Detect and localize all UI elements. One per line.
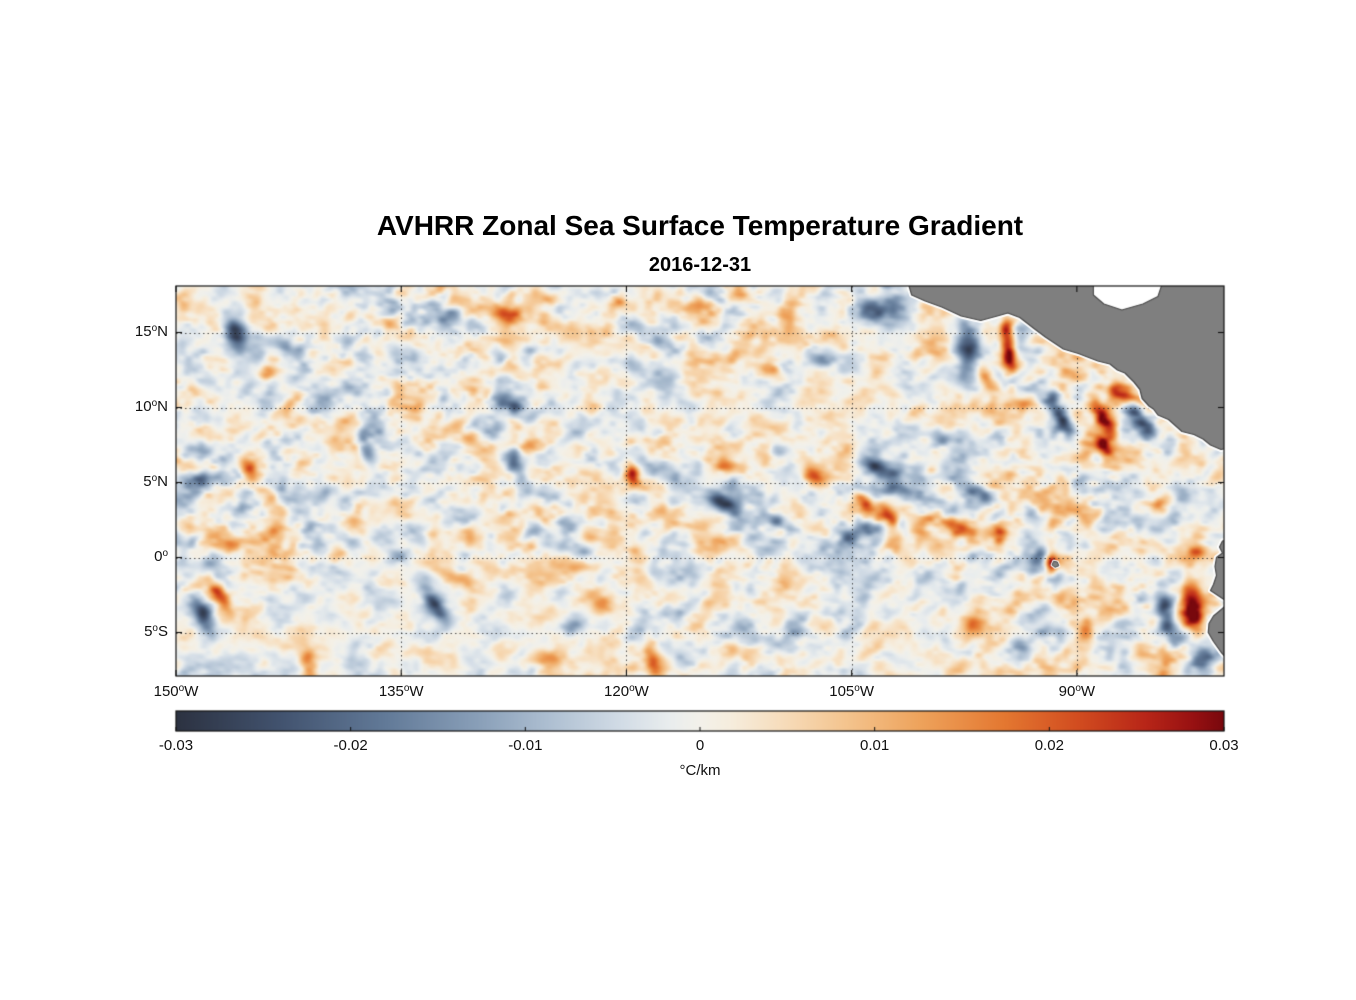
y-tick-label: 5oS (144, 622, 168, 640)
colorbar-tick-label: 0.03 (1209, 737, 1239, 754)
colorbar-tick-label: 0.01 (860, 737, 890, 754)
x-tick-label: 90oW (1058, 683, 1096, 700)
colorbar-tick-label: -0.02 (333, 737, 368, 754)
colorbar-unit-label: °C/km (679, 762, 721, 779)
y-tick-label: 15oN (134, 322, 168, 340)
colorbar-tick-label: 0 (695, 737, 705, 754)
y-tick-label: 10oN (134, 397, 168, 415)
colorbar-tick-label: -0.01 (508, 737, 543, 754)
colorbar-tick-label: -0.03 (158, 737, 194, 754)
x-tick-label: 135oW (378, 683, 424, 700)
chart-title: AVHRR Zonal Sea Surface Temperature Grad… (376, 210, 1024, 241)
colorbar-tick-label: 0.02 (1034, 737, 1064, 754)
x-tick-label: 120oW (604, 683, 649, 700)
y-tick-label: 5oN (143, 472, 168, 490)
chart-date-subtitle: 2016-12-31 (648, 254, 752, 276)
y-tick-label: 0o (154, 547, 168, 565)
x-tick-label: 150oW (153, 683, 199, 700)
x-tick-label: 105oW (829, 683, 875, 700)
